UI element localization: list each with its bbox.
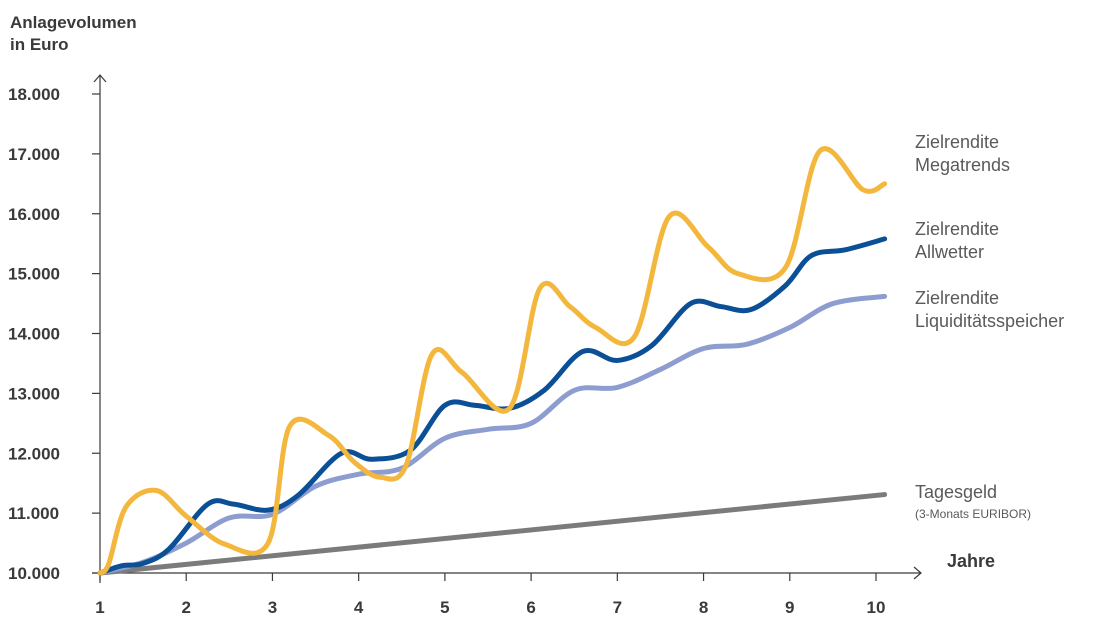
label-megatrends: Zielrendite Megatrends: [915, 131, 1010, 177]
y-tick-label: 18.000: [8, 85, 60, 104]
y-tick-label: 12.000: [8, 444, 60, 463]
x-tick-label: 9: [785, 598, 794, 617]
y-axis-title: Anlagevolumen in Euro: [10, 12, 137, 56]
x-tick-label: 6: [526, 598, 535, 617]
x-tick-label: 4: [354, 598, 364, 617]
series-line-liquiditaet: [97, 293, 888, 576]
label-tagesgeld-line-2: (3-Monats EURIBOR): [915, 507, 1032, 521]
label-megatrends-line-2: Megatrends: [915, 155, 1011, 175]
y-tick-label: 13.000: [8, 384, 60, 403]
label-liquiditaet-line-1: Zielrendite: [915, 288, 1000, 308]
axes: [92, 74, 922, 583]
label-allwetter: Zielrendite Allwetter: [915, 218, 999, 264]
label-tagesgeld: Tagesgeld (3-Monats EURIBOR): [915, 481, 1031, 524]
label-liquiditaet: Zielrendite Liquiditätsspeicher: [915, 287, 1064, 333]
label-allwetter-line-1: Zielrendite: [915, 219, 1000, 239]
tick-labels: 10.000 11.000 12.000 13.000 14.000 15.000 16.0…: [8, 85, 885, 617]
y-axis-arrow: [93, 74, 107, 83]
x-tick-label: 7: [613, 598, 622, 617]
y-tick-label: 11.000: [8, 504, 59, 523]
label-liquiditaet-line-2: Liquiditätsspeicher: [915, 311, 1065, 331]
y-tick-label: 15.000: [8, 265, 60, 284]
x-tick-label: 2: [181, 598, 190, 617]
y-tick-label: 10.000: [8, 564, 60, 583]
series-line-tagesgeld: [97, 492, 888, 576]
y-tick-label: 14.000: [8, 325, 60, 344]
y-tick-label: 17.000: [8, 145, 60, 164]
y-axis-title-line-2: in Euro: [10, 35, 69, 54]
x-tick-label: 1: [95, 598, 104, 617]
x-axis-arrow: [913, 566, 922, 580]
x-tick-label: 3: [268, 598, 277, 617]
series-line-megatrends: [97, 146, 888, 576]
label-megatrends-line-1: Zielrendite: [915, 132, 1000, 152]
x-tick-label: 5: [440, 598, 449, 617]
series-line-allwetter: [97, 236, 888, 576]
label-tagesgeld-line-1: Tagesgeld: [915, 482, 998, 502]
y-axis-title-line-1: Anlagevolumen: [10, 13, 137, 32]
x-tick-label: 8: [699, 598, 708, 617]
x-axis-title: Jahre: [947, 551, 996, 571]
label-allwetter-line-2: Allwetter: [915, 242, 985, 262]
series-lines: [97, 146, 888, 576]
y-tick-label: 16.000: [8, 205, 60, 224]
x-tick-label: 10: [867, 598, 886, 617]
